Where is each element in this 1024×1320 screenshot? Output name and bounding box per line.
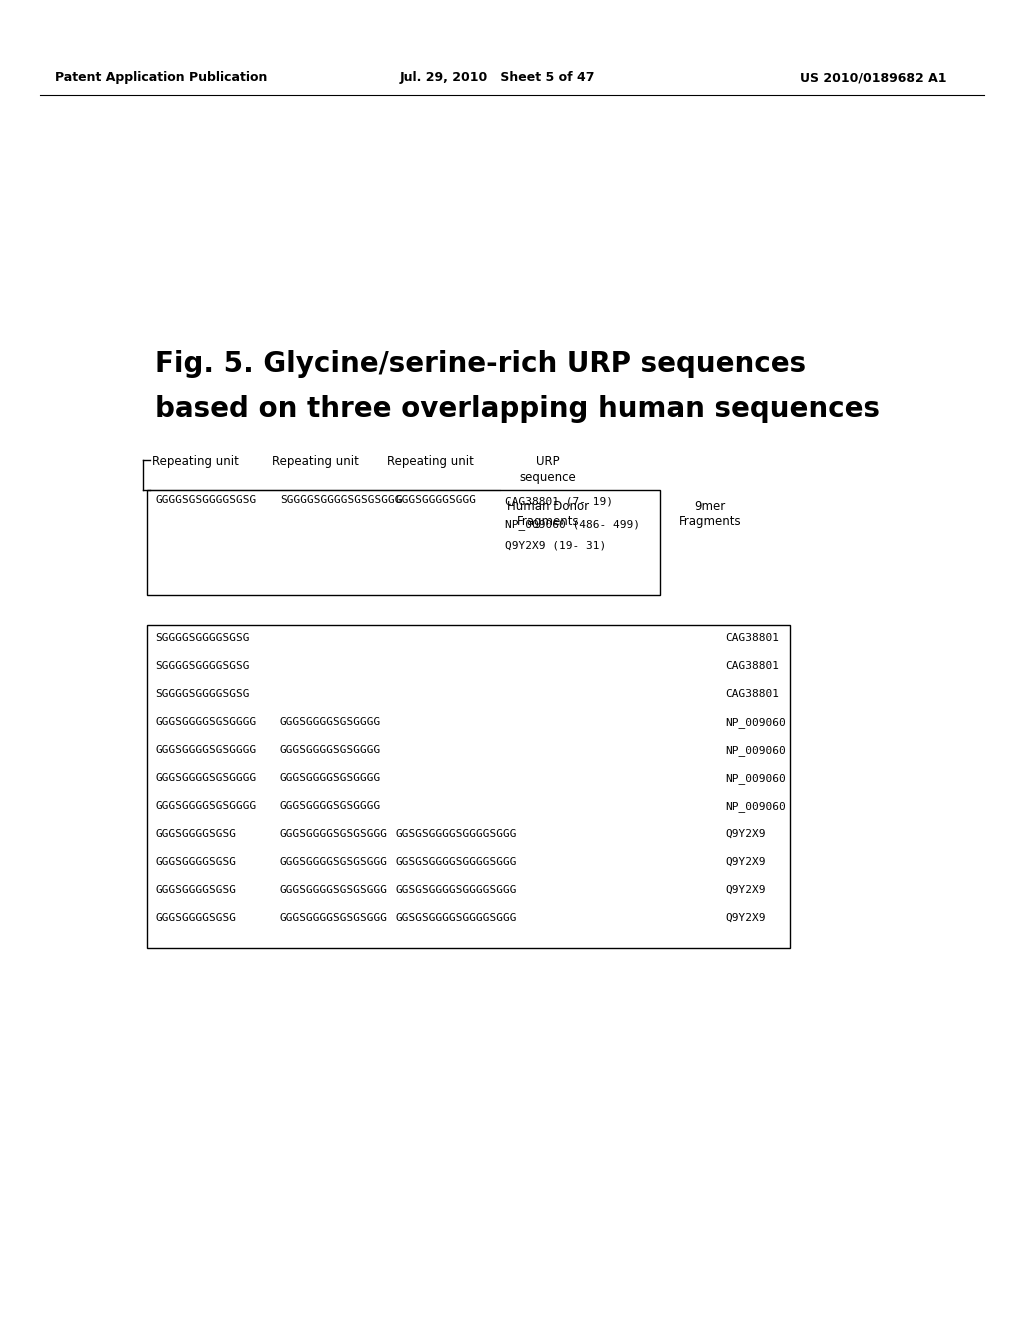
Text: Repeating unit: Repeating unit [271, 455, 358, 469]
Text: Q9Y2X9: Q9Y2X9 [725, 857, 766, 867]
Text: CAG38801: CAG38801 [725, 689, 779, 700]
Text: GGGSGGGGSGSG: GGGSGGGGSGSG [155, 857, 236, 867]
Text: GGGSGGGGSGSG: GGGSGGGGSGSG [155, 829, 236, 840]
Text: GGGSGGGGSGSGSGGG: GGGSGGGGSGSGSGGG [280, 913, 388, 923]
Text: GGGSGGGGSGSGGGG: GGGSGGGGSGSGGGG [155, 744, 256, 755]
Text: GGGSGGGGSGSGGGG: GGGSGGGGSGSGGGG [280, 744, 381, 755]
Text: NP_009060: NP_009060 [725, 774, 785, 784]
Text: GGSGSGGGGSGGGGSGGG: GGSGSGGGGSGGGGSGGG [395, 857, 516, 867]
Text: GGGSGGGGSGSG: GGGSGGGGSGSG [155, 913, 236, 923]
Text: 9mer: 9mer [694, 500, 726, 513]
Text: GGGSGGGGSGSGGGG: GGGSGGGGSGSGGGG [280, 801, 381, 810]
Bar [147, 490, 660, 595]
Text: Repeating unit: Repeating unit [152, 455, 239, 469]
Text: SGGGGSGGGGSGSG: SGGGGSGGGGSGSG [155, 689, 250, 700]
Text: GGGGSGSGGGGSGSG: GGGGSGSGGGGSGSG [155, 495, 256, 506]
Text: sequence: sequence [519, 471, 577, 484]
Text: Q9Y2X9: Q9Y2X9 [725, 913, 766, 923]
Text: GGSGSGGGGSGGGGSGGG: GGSGSGGGGSGGGGSGGG [395, 829, 516, 840]
Text: Q9Y2X9 (19- 31): Q9Y2X9 (19- 31) [505, 541, 606, 550]
Text: GGGSGGGGSGSGSGGG: GGGSGGGGSGSGSGGG [280, 829, 388, 840]
Text: GGSGSGGGGSGGGGSGGG: GGSGSGGGGSGGGGSGGG [395, 913, 516, 923]
Text: Fragments: Fragments [517, 515, 580, 528]
Text: Fig. 5. Glycine/serine-rich URP sequences: Fig. 5. Glycine/serine-rich URP sequence… [155, 350, 806, 378]
Text: based on three overlapping human sequences: based on three overlapping human sequenc… [155, 395, 880, 422]
Text: Q9Y2X9: Q9Y2X9 [725, 884, 766, 895]
Text: GGGSGGGGSGSG: GGGSGGGGSGSG [155, 884, 236, 895]
Text: Q9Y2X9: Q9Y2X9 [725, 829, 766, 840]
Text: GGGSGGGGSGSGGGG: GGGSGGGGSGSGGGG [280, 774, 381, 783]
Text: GGSGSGGGGSGGGGSGGG: GGSGSGGGGSGGGGSGGG [395, 884, 516, 895]
Text: NP_009060: NP_009060 [725, 801, 785, 812]
Text: GGGSGGGGSGSGGGG: GGGSGGGGSGSGGGG [155, 801, 256, 810]
Bar [147, 624, 790, 948]
Text: Repeating unit: Repeating unit [387, 455, 473, 469]
Text: GGGSGGGGSGSGGGG: GGGSGGGGSGSGGGG [280, 717, 381, 727]
Text: GGGSGGGGSGSGGGG: GGGSGGGGSGSGGGG [155, 717, 256, 727]
Text: GGGSGGGGSGSGGGG: GGGSGGGGSGSGGGG [155, 774, 256, 783]
Text: URP: URP [537, 455, 560, 469]
Text: CAG38801: CAG38801 [725, 661, 779, 671]
Text: SGGGGSGGGGSGSG: SGGGGSGGGGSGSG [155, 661, 250, 671]
Text: NP_009060 (486- 499): NP_009060 (486- 499) [505, 519, 640, 529]
Text: US 2010/0189682 A1: US 2010/0189682 A1 [800, 71, 946, 84]
Text: CAG38801: CAG38801 [725, 634, 779, 643]
Text: Human Donor: Human Donor [507, 500, 589, 513]
Text: CAG38801 (7- 19): CAG38801 (7- 19) [505, 498, 613, 507]
Text: GGGSGGGGSGSGSGGG: GGGSGGGGSGSGSGGG [280, 884, 388, 895]
Text: GGGSGGGGSGSGSGGG: GGGSGGGGSGSGSGGG [280, 857, 388, 867]
Text: Jul. 29, 2010   Sheet 5 of 47: Jul. 29, 2010 Sheet 5 of 47 [400, 71, 596, 84]
Text: GGGSGGGGSGGG: GGGSGGGGSGGG [395, 495, 476, 506]
Text: Patent Application Publication: Patent Application Publication [55, 71, 267, 84]
Text: NP_009060: NP_009060 [725, 744, 785, 756]
Text: Fragments: Fragments [679, 515, 741, 528]
Text: SGGGGSGGGGSGSGSGGG: SGGGGSGGGGSGSGSGGG [280, 495, 401, 506]
Text: SGGGGSGGGGSGSG: SGGGGSGGGGSGSG [155, 634, 250, 643]
Text: NP_009060: NP_009060 [725, 717, 785, 727]
